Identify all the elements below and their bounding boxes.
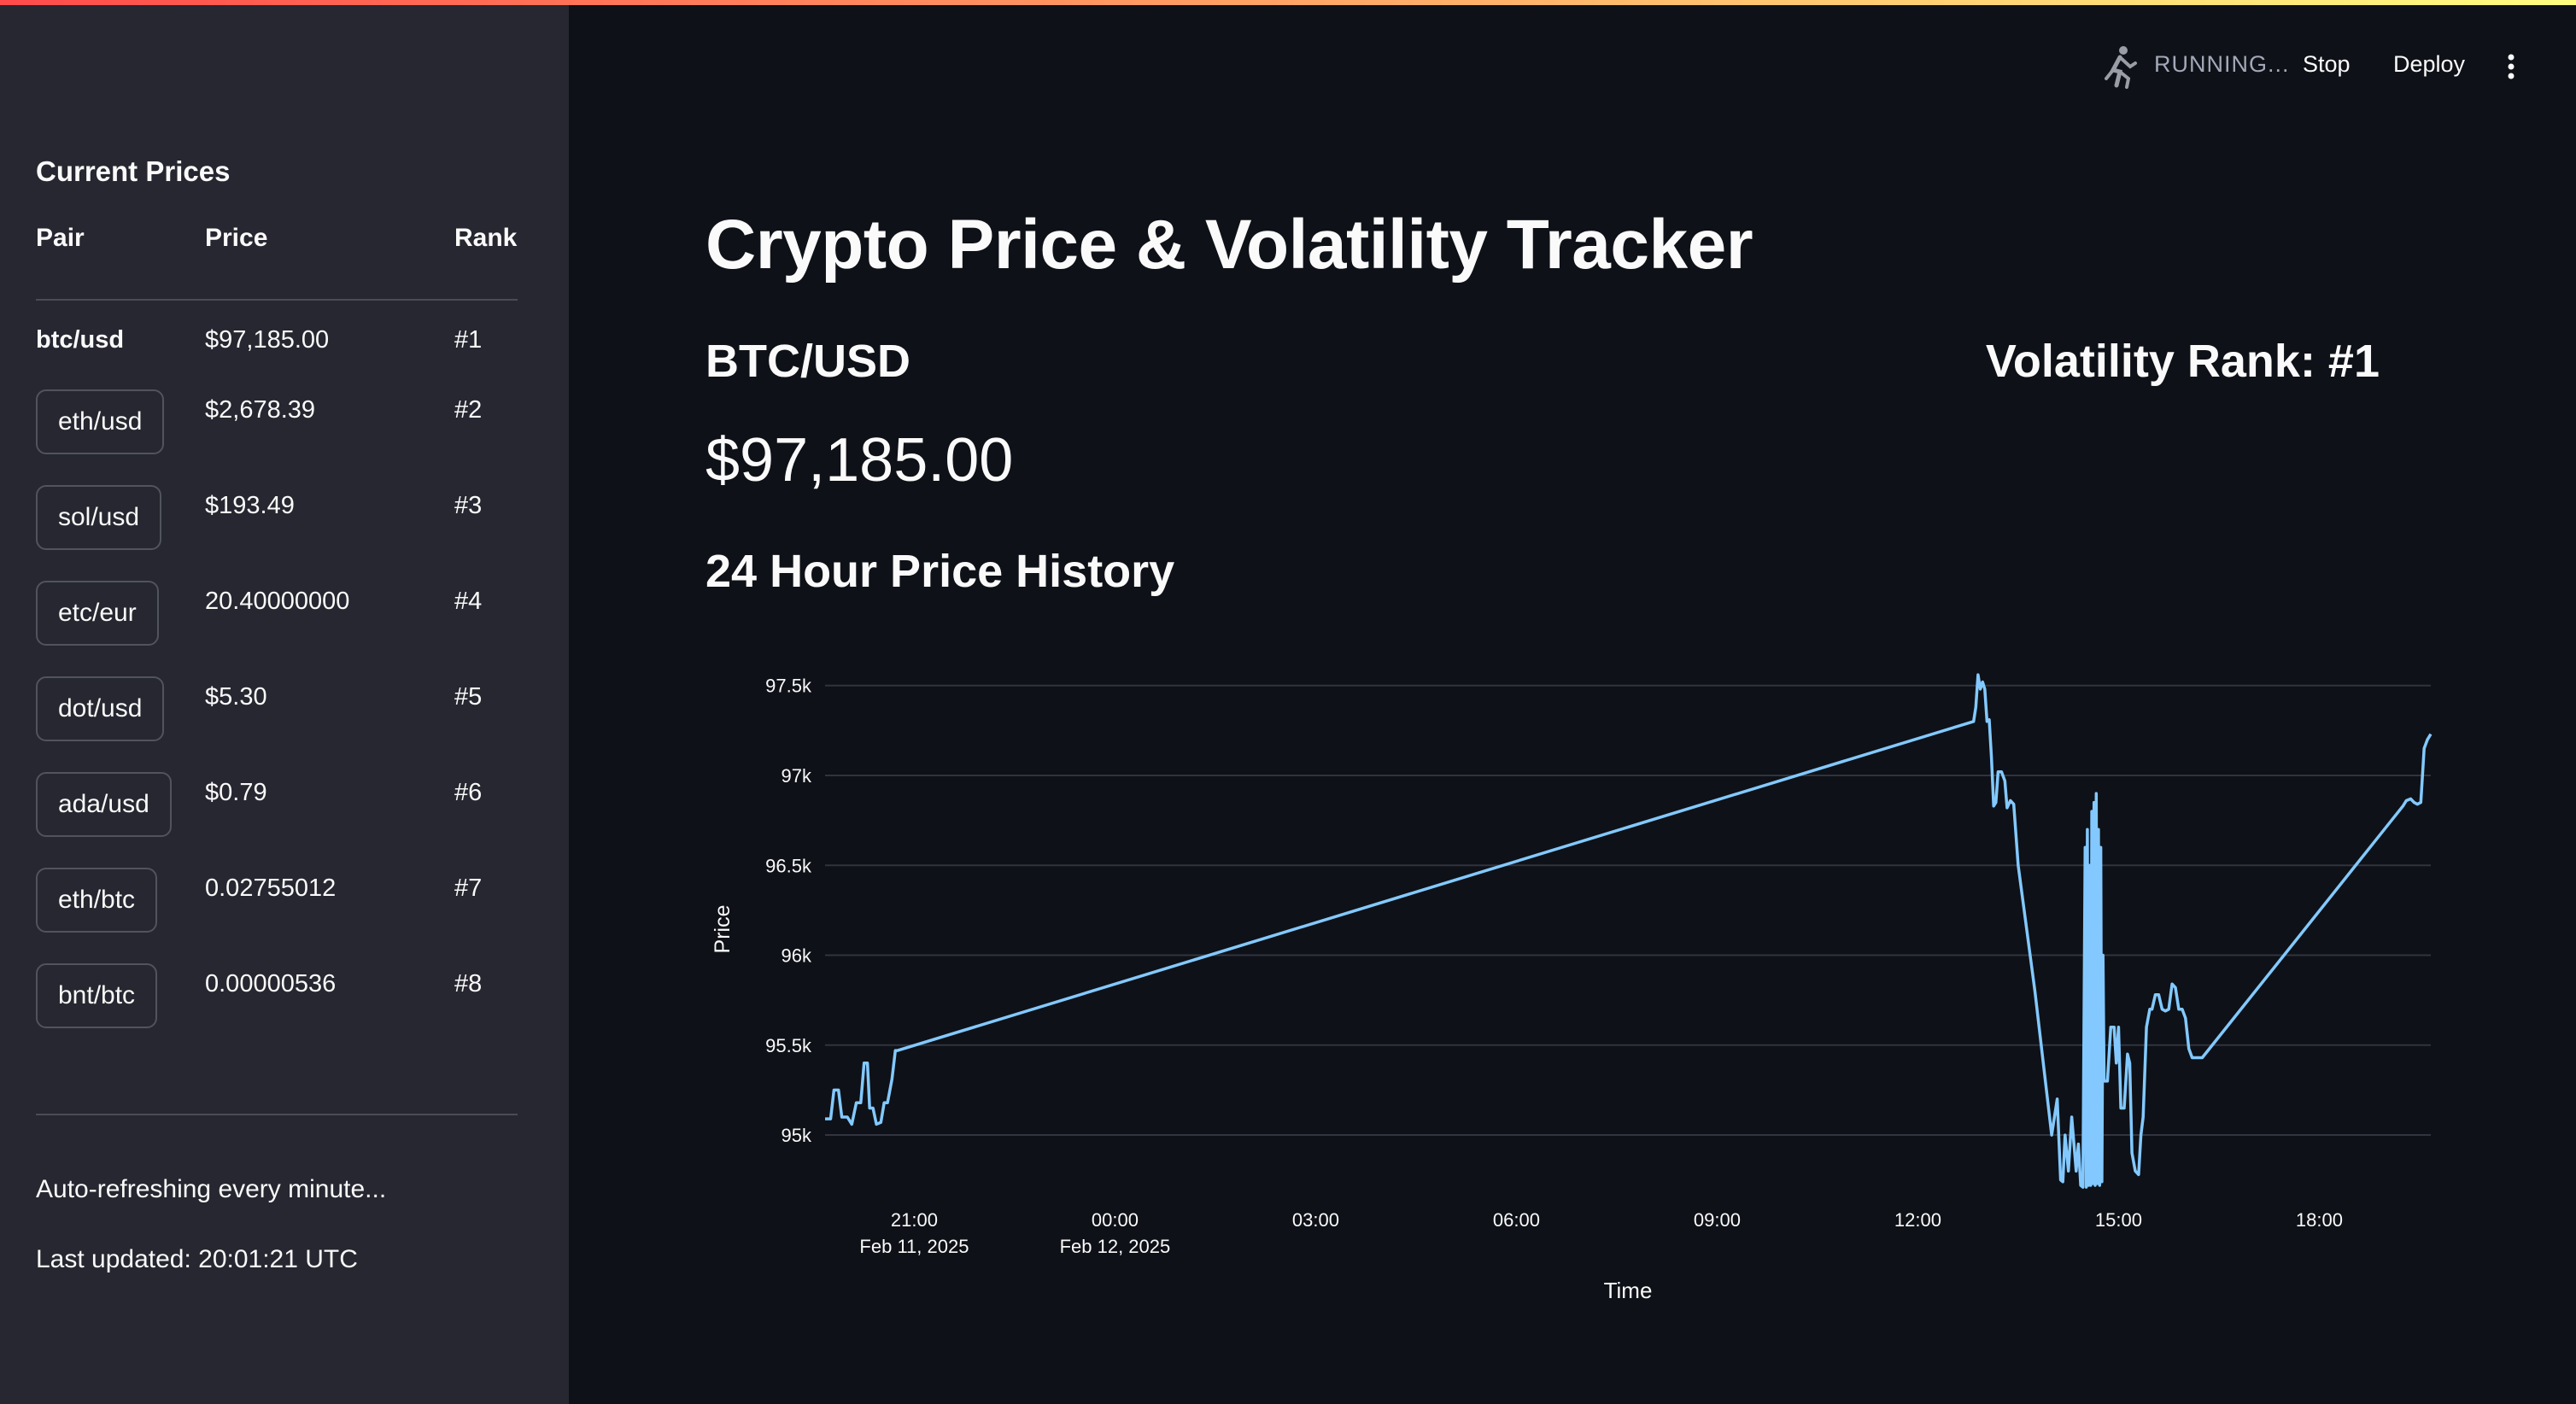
x-axis-ticks: 21:00 Feb 11, 2025 00:00 Feb 12, 2025 03:00 0… bbox=[859, 1209, 2343, 1257]
x-tick-label: 21:00 bbox=[891, 1209, 938, 1231]
x-tick-date-label: Feb 11, 2025 bbox=[859, 1236, 969, 1257]
price-cell: 0.00000536 bbox=[205, 970, 337, 997]
pair-button-bnt-btc[interactable]: bnt/btc bbox=[36, 963, 158, 1028]
pair-button-etc-eur[interactable]: etc/eur bbox=[36, 581, 159, 646]
pair-button-ada-usd[interactable]: ada/usd bbox=[36, 772, 172, 837]
x-tick-label: 03:00 bbox=[1292, 1209, 1339, 1231]
x-tick-label: 00:00 bbox=[1092, 1209, 1139, 1231]
y-tick-label: 97k bbox=[782, 765, 812, 787]
rank-cell: #1 bbox=[454, 326, 483, 354]
price-history-chart[interactable]: 95k 95.5k 96k 96.5k 97k 97.5k 21:00 Feb 11, 20… bbox=[705, 649, 2456, 1332]
deploy-button[interactable]: Deploy bbox=[2393, 51, 2466, 77]
rank-cell: #2 bbox=[454, 396, 483, 424]
column-header-rank: Rank bbox=[454, 224, 518, 252]
history-heading: 24 Hour Price History bbox=[705, 546, 1175, 597]
rank-cell: #4 bbox=[454, 588, 483, 615]
price-cell: $2,678.39 bbox=[205, 396, 316, 424]
y-tick-label: 95.5k bbox=[765, 1035, 812, 1056]
chart-gridlines bbox=[825, 684, 2431, 1137]
x-tick-label: 18:00 bbox=[2296, 1209, 2343, 1231]
sidebar: Current Prices Pair Price Rank btc/usd $… bbox=[0, 0, 569, 1404]
top-decoration-bar bbox=[0, 0, 2576, 5]
y-tick-label: 95k bbox=[782, 1125, 812, 1146]
pair-button-sol-usd[interactable]: sol/usd bbox=[36, 485, 162, 550]
page-title: Crypto Price & Volatility Tracker bbox=[705, 206, 1753, 284]
rank-cell: #7 bbox=[454, 875, 483, 902]
table-divider bbox=[36, 299, 518, 301]
price-line bbox=[825, 673, 2433, 1189]
x-tick-label: 06:00 bbox=[1493, 1209, 1540, 1231]
pair-button-dot-usd[interactable]: dot/usd bbox=[36, 676, 165, 741]
y-axis-label: Price bbox=[711, 905, 735, 954]
price-cell: $0.79 bbox=[205, 779, 267, 806]
price-cell: $97,185.00 bbox=[205, 326, 330, 354]
x-tick-date-label: Feb 12, 2025 bbox=[1060, 1236, 1171, 1257]
last-updated-text: Last updated: 20:01:21 UTC bbox=[36, 1245, 358, 1273]
x-tick-label: 12:00 bbox=[1894, 1209, 1941, 1231]
rank-cell: #5 bbox=[454, 683, 483, 711]
x-axis-label: Time bbox=[1604, 1278, 1653, 1303]
column-header-pair: Pair bbox=[36, 224, 85, 252]
y-axis-ticks: 95k 95.5k 96k 96.5k 97k 97.5k bbox=[765, 676, 812, 1146]
refresh-note: Auto-refreshing every minute... bbox=[36, 1175, 387, 1203]
selected-pair-heading: BTC/USD bbox=[705, 336, 910, 387]
pair-button-eth-usd[interactable]: eth/usd bbox=[36, 389, 165, 454]
y-tick-label: 96.5k bbox=[765, 855, 812, 876]
column-header-price: Price bbox=[205, 224, 268, 252]
rank-cell: #8 bbox=[454, 970, 483, 997]
stop-button[interactable]: Stop bbox=[2303, 51, 2351, 77]
running-status: RUNNING... bbox=[2154, 51, 2290, 77]
price-cell: $193.49 bbox=[205, 492, 295, 519]
running-man-icon bbox=[2101, 44, 2139, 95]
y-tick-label: 97.5k bbox=[765, 676, 812, 697]
price-cell: 0.02755012 bbox=[205, 875, 337, 902]
pair-button-eth-btc[interactable]: eth/btc bbox=[36, 868, 158, 933]
price-cell: $5.30 bbox=[205, 683, 267, 711]
sidebar-divider bbox=[36, 1114, 518, 1115]
sidebar-title: Current Prices bbox=[36, 155, 231, 187]
rank-cell: #6 bbox=[454, 779, 483, 806]
y-tick-label: 96k bbox=[782, 945, 812, 967]
pair-label-btc-usd: btc/usd bbox=[36, 326, 125, 354]
x-tick-label: 15:00 bbox=[2095, 1209, 2142, 1231]
rank-cell: #3 bbox=[454, 492, 483, 519]
price-cell: 20.40000000 bbox=[205, 588, 350, 615]
volatility-rank-heading: Volatility Rank: #1 bbox=[1985, 336, 2380, 387]
current-price: $97,185.00 bbox=[705, 426, 1014, 494]
series-line bbox=[825, 673, 2433, 1189]
x-tick-label: 09:00 bbox=[1694, 1209, 1741, 1231]
kebab-menu-icon[interactable] bbox=[2503, 53, 2520, 86]
